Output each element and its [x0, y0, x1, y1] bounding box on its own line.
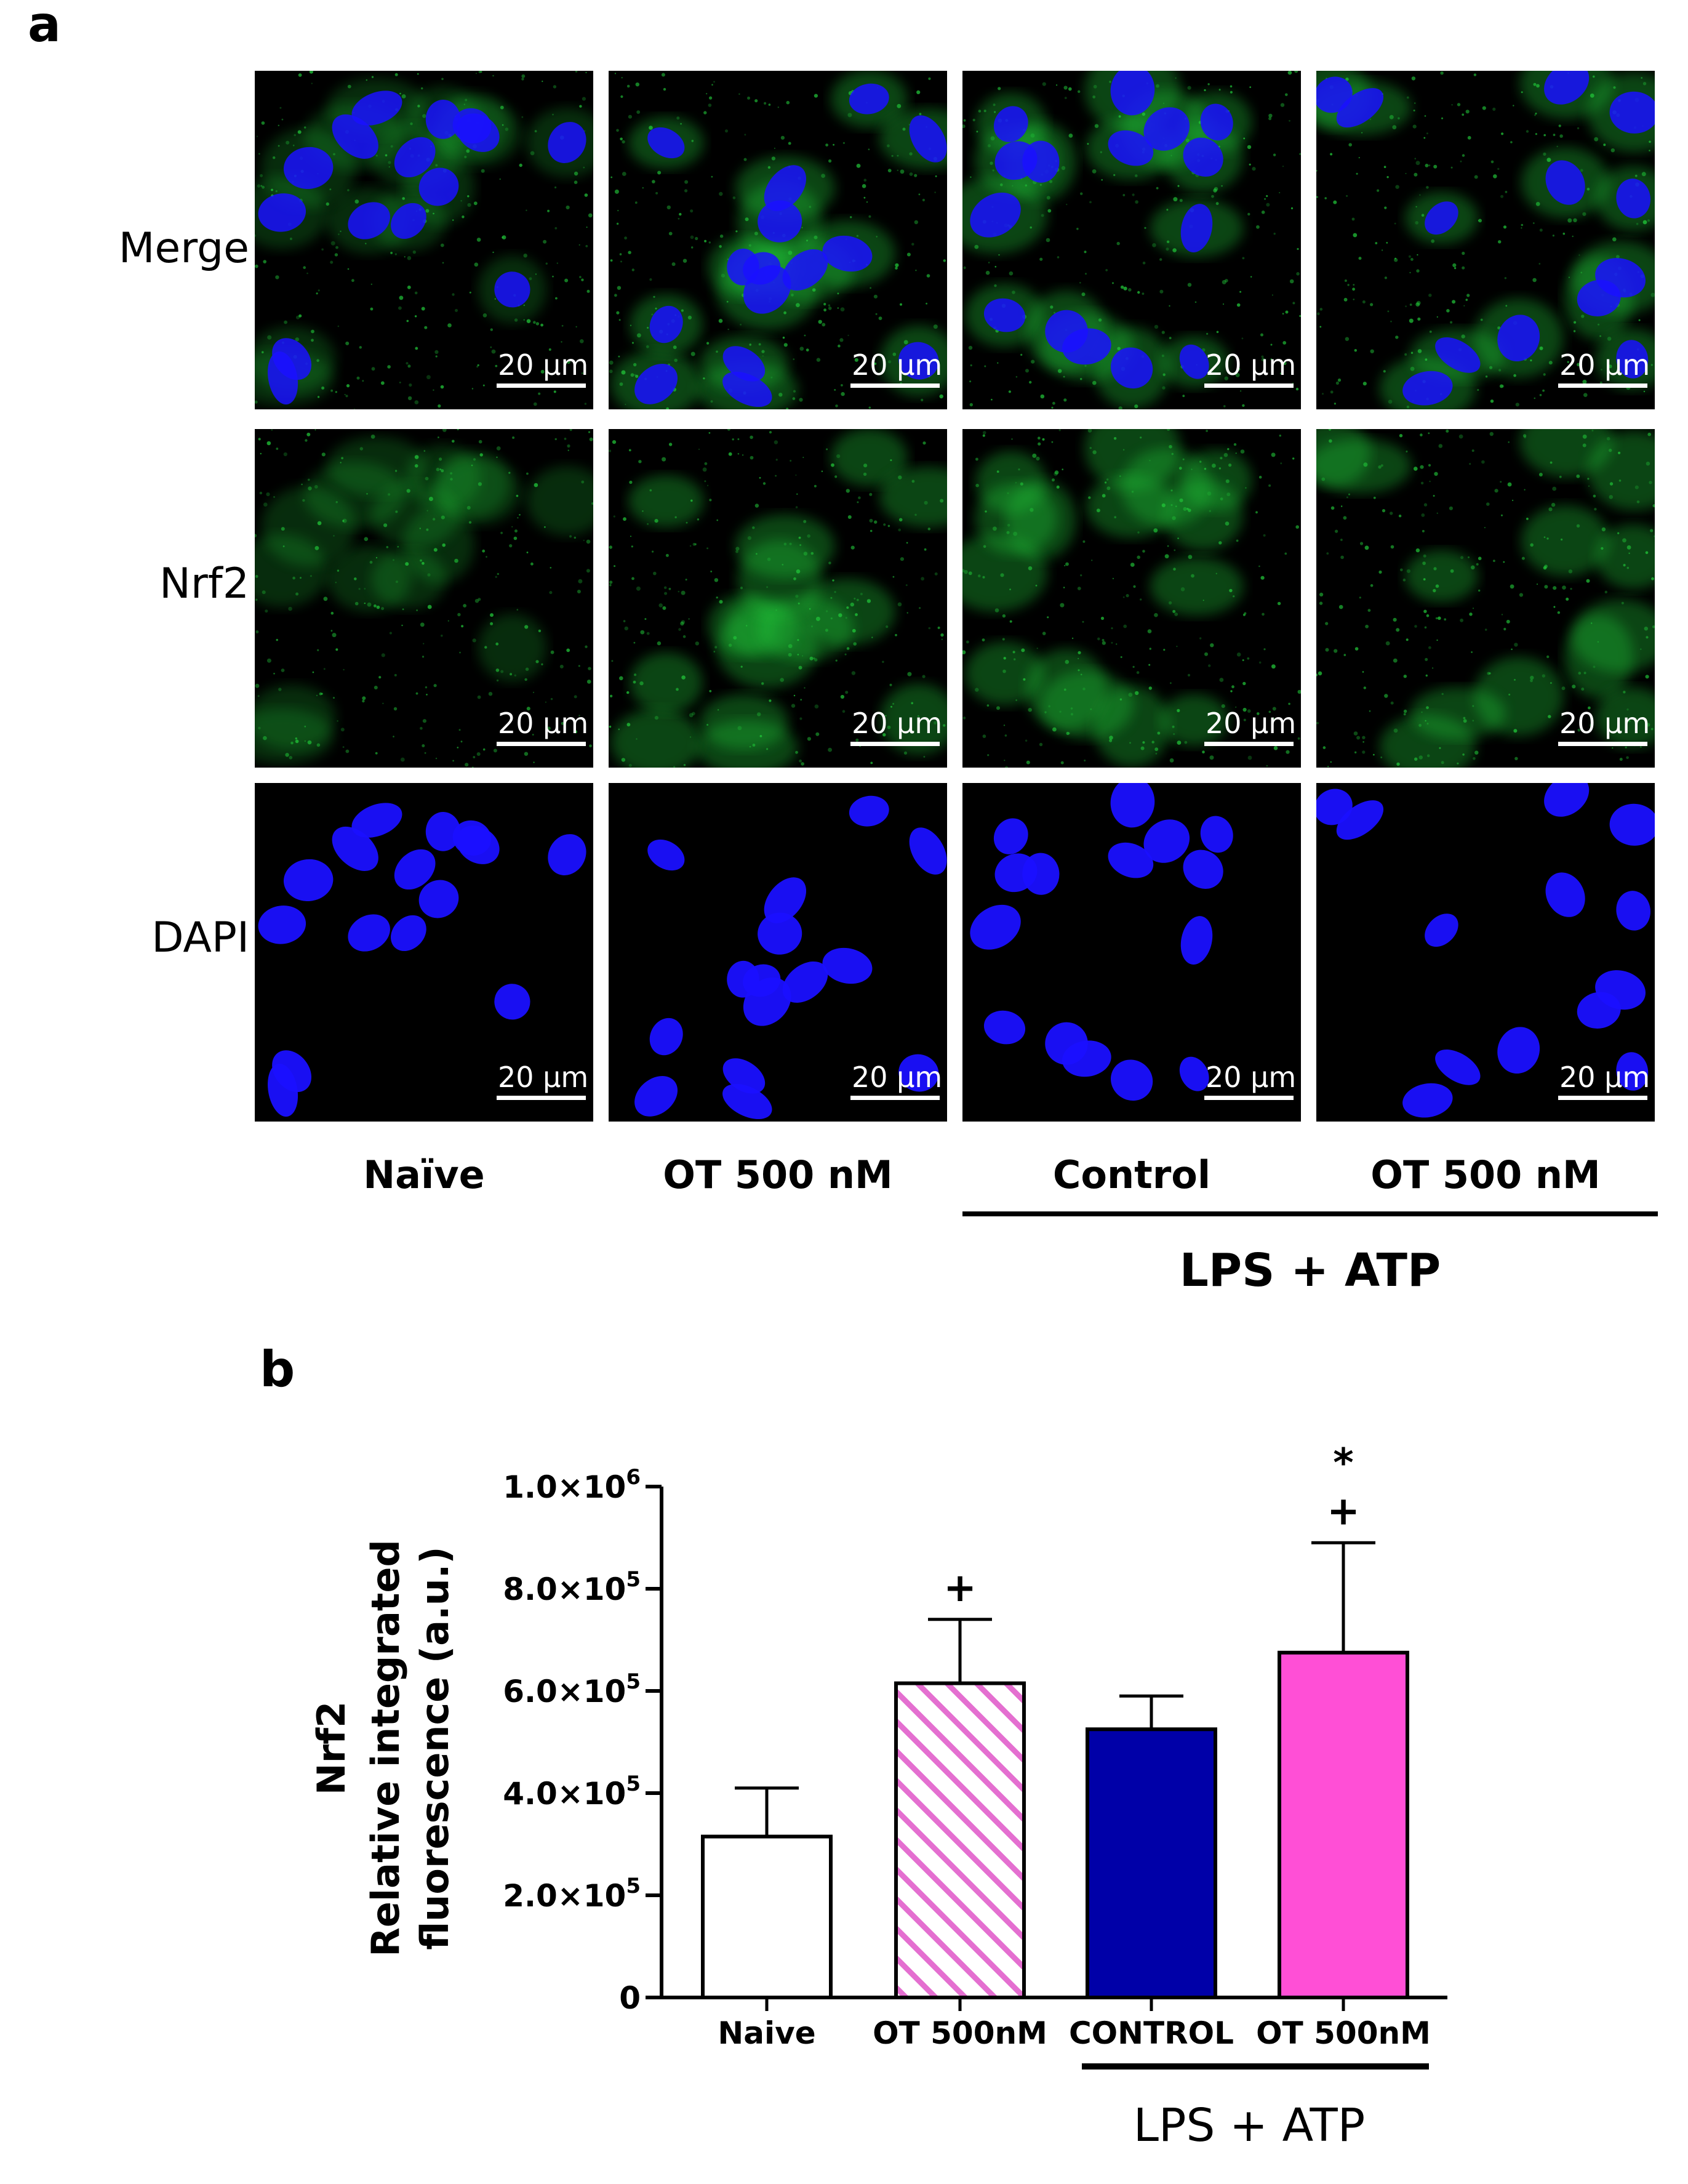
bar-chart: 0 2.0×105 4.0×105 6.0×105 8.0×105 1.0×106 Nrf2… — [309, 1440, 1447, 2152]
scale-bar — [1558, 383, 1647, 388]
scale-bar-label: 20 µm — [498, 348, 589, 382]
x-tick-label-1: Naive — [718, 2015, 815, 2051]
scale-bar-label: 20 µm — [1559, 348, 1650, 382]
micrograph-merge-col4: 20 µm — [1316, 71, 1655, 409]
x-tick-label-4: OT 500nM — [1256, 2015, 1431, 2051]
group-label-b: LPS + ATP — [1134, 2099, 1366, 2152]
micrograph-nrf2-col2: 20 µm — [609, 429, 947, 768]
micrograph-dapi-col2: 20 µm — [609, 783, 947, 1122]
y-axis-label-line-3: fluorescence (a.u.) — [412, 1546, 457, 1949]
micrograph-dapi-col3: 20 µm — [962, 783, 1301, 1122]
micrograph-nrf2-col1: 20 µm — [255, 429, 593, 768]
y-tick-label: 4.0×105 — [503, 1772, 641, 1812]
micrograph-merge-col3: 20 µm — [962, 71, 1301, 409]
scale-bar-label: 20 µm — [852, 1061, 943, 1094]
y-axis-label-line-1: Nrf2 — [309, 1701, 354, 1796]
scale-bar — [1204, 742, 1294, 746]
scale-bar — [1204, 1096, 1294, 1100]
significance-mark: * — [1333, 1440, 1353, 1486]
scale-bar-label: 20 µm — [1206, 707, 1297, 740]
scale-bar — [497, 1096, 586, 1100]
bar-4 — [1278, 1650, 1409, 1999]
scale-bar-label: 20 µm — [1206, 348, 1297, 382]
micrograph-nrf2-col4: 20 µm — [1316, 429, 1655, 768]
y-tick-label: 6.0×105 — [503, 1669, 641, 1709]
scale-bar-label: 20 µm — [1559, 1061, 1650, 1094]
scale-bar — [850, 1096, 940, 1100]
micrograph-merge-col2: 20 µm — [609, 71, 947, 409]
bar-1 — [701, 1834, 833, 2000]
x-tick-label-3: CONTROL — [1069, 2015, 1234, 2051]
column-label-naive: Naïve — [363, 1152, 485, 1197]
panel-b-label: b — [260, 1341, 295, 1398]
column-label-control: Control — [1052, 1152, 1211, 1197]
scale-bar — [497, 742, 586, 746]
scale-bar-label: 20 µm — [852, 707, 943, 740]
scale-bar-label: 20 µm — [1206, 1061, 1297, 1094]
scale-bar — [497, 383, 586, 388]
panel-a-label: a — [28, 0, 61, 53]
bar-2 — [894, 1681, 1026, 2000]
y-tick-label: 0 — [619, 1980, 641, 2016]
column-label-lps-ot: OT 500 nM — [1370, 1152, 1601, 1197]
scale-bar-label: 20 µm — [498, 1061, 589, 1094]
x-tick-label-2: OT 500nM — [873, 2015, 1047, 2051]
scale-bar — [1204, 383, 1294, 388]
column-label-ot: OT 500 nM — [663, 1152, 893, 1197]
y-tick-label: 1.0×106 — [503, 1465, 641, 1505]
significance-mark: + — [1327, 1488, 1360, 1534]
micrograph-dapi-col1: 20 µm — [255, 783, 593, 1122]
micrograph-dapi-col4: 20 µm — [1316, 783, 1655, 1122]
scale-bar — [1558, 1096, 1647, 1100]
micrograph-merge-col1: 20 µm — [255, 71, 593, 409]
row-label-merge: Merge — [118, 224, 249, 273]
row-label-nrf2: Nrf2 — [159, 560, 249, 608]
row-label-dapi: DAPI — [151, 913, 249, 962]
y-tick-label: 8.0×105 — [503, 1567, 641, 1607]
y-axis-label-line-2: Relative integrated — [363, 1540, 408, 1957]
scale-bar-label: 20 µm — [498, 707, 589, 740]
micrograph-nrf2-col3: 20 µm — [962, 429, 1301, 768]
scale-bar-label: 20 µm — [852, 348, 943, 382]
group-underline-a — [962, 1211, 1658, 1216]
scale-bar-label: 20 µm — [1559, 707, 1650, 740]
scale-bar — [850, 742, 940, 746]
scale-bar — [850, 383, 940, 388]
bar-3 — [1086, 1727, 1217, 1999]
scale-bar — [1558, 742, 1647, 746]
group-label-a: LPS + ATP — [1179, 1244, 1441, 1297]
significance-mark: + — [943, 1565, 977, 1611]
y-tick-label: 2.0×105 — [503, 1874, 641, 1914]
